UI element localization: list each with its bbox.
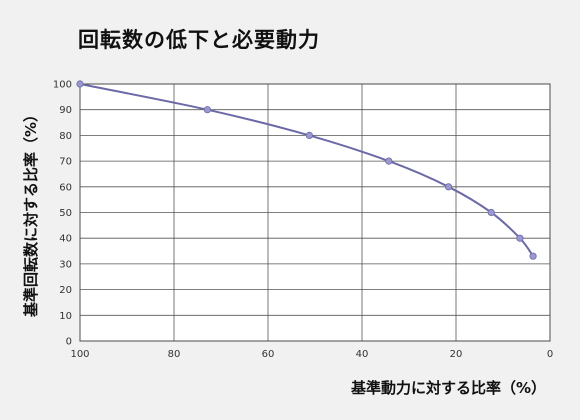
x-tick-label: 0: [547, 349, 553, 360]
y-tick-label: 50: [59, 208, 72, 219]
y-tick-label: 100: [53, 80, 72, 91]
grid-lines: [79, 83, 551, 342]
y-tick-label: 70: [59, 157, 72, 168]
x-tick-label: 20: [450, 349, 463, 360]
data-point: [487, 208, 495, 217]
data-point: [203, 106, 211, 114]
chart-title: 回転数の低下と必要動力: [78, 28, 320, 52]
y-axis-label: 基準回転数に対する比率（%）: [22, 107, 40, 318]
x-tick-label: 100: [70, 349, 89, 360]
y-tick-labels: 0 10 20 30 40 50 60 70 80 90 100: [53, 80, 72, 348]
data-point: [516, 234, 524, 242]
data-point: [305, 131, 313, 139]
y-tick-label: 80: [59, 131, 72, 142]
y-tick-label: 40: [59, 234, 72, 245]
x-tick-label: 80: [168, 349, 181, 360]
x-tick-label: 40: [356, 349, 369, 360]
y-tick-label: 60: [59, 182, 72, 193]
x-tick-label: 60: [262, 349, 275, 360]
data-point: [529, 252, 537, 260]
data-point: [444, 183, 453, 191]
y-tick-label: 0: [66, 337, 72, 348]
data-point: [76, 80, 84, 88]
series-group: [76, 80, 537, 260]
y-tick-label: 10: [59, 311, 72, 322]
x-axis-label: 基準動力に対する比率（%）: [350, 379, 546, 397]
y-tick-label: 30: [59, 259, 72, 270]
y-tick-label: 90: [59, 105, 72, 116]
data-point: [385, 157, 393, 165]
y-tick-label: 20: [59, 285, 72, 296]
x-tick-labels: 100 80 60 40 20 0: [70, 349, 553, 360]
